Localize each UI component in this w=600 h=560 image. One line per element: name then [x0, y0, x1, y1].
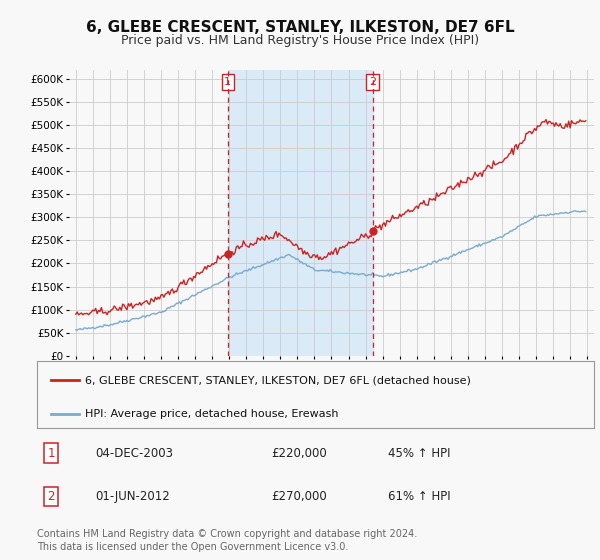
Text: 61% ↑ HPI: 61% ↑ HPI: [388, 490, 451, 503]
Bar: [228, 70, 373, 356]
Text: £270,000: £270,000: [271, 490, 327, 503]
Text: £220,000: £220,000: [271, 446, 327, 460]
Text: 01-JUN-2012: 01-JUN-2012: [95, 490, 170, 503]
Text: 1: 1: [47, 446, 55, 460]
Text: 04-DEC-2003: 04-DEC-2003: [95, 446, 173, 460]
Text: 6, GLEBE CRESCENT, STANLEY, ILKESTON, DE7 6FL (detached house): 6, GLEBE CRESCENT, STANLEY, ILKESTON, DE…: [85, 375, 470, 385]
Text: 45% ↑ HPI: 45% ↑ HPI: [388, 446, 451, 460]
Text: Contains HM Land Registry data © Crown copyright and database right 2024.
This d: Contains HM Land Registry data © Crown c…: [37, 529, 418, 552]
Text: 1: 1: [224, 77, 232, 87]
Text: 6, GLEBE CRESCENT, STANLEY, ILKESTON, DE7 6FL: 6, GLEBE CRESCENT, STANLEY, ILKESTON, DE…: [86, 20, 514, 35]
Text: HPI: Average price, detached house, Erewash: HPI: Average price, detached house, Erew…: [85, 409, 338, 419]
Text: Price paid vs. HM Land Registry's House Price Index (HPI): Price paid vs. HM Land Registry's House …: [121, 34, 479, 46]
Text: 2: 2: [369, 77, 376, 87]
Text: 2: 2: [47, 490, 55, 503]
